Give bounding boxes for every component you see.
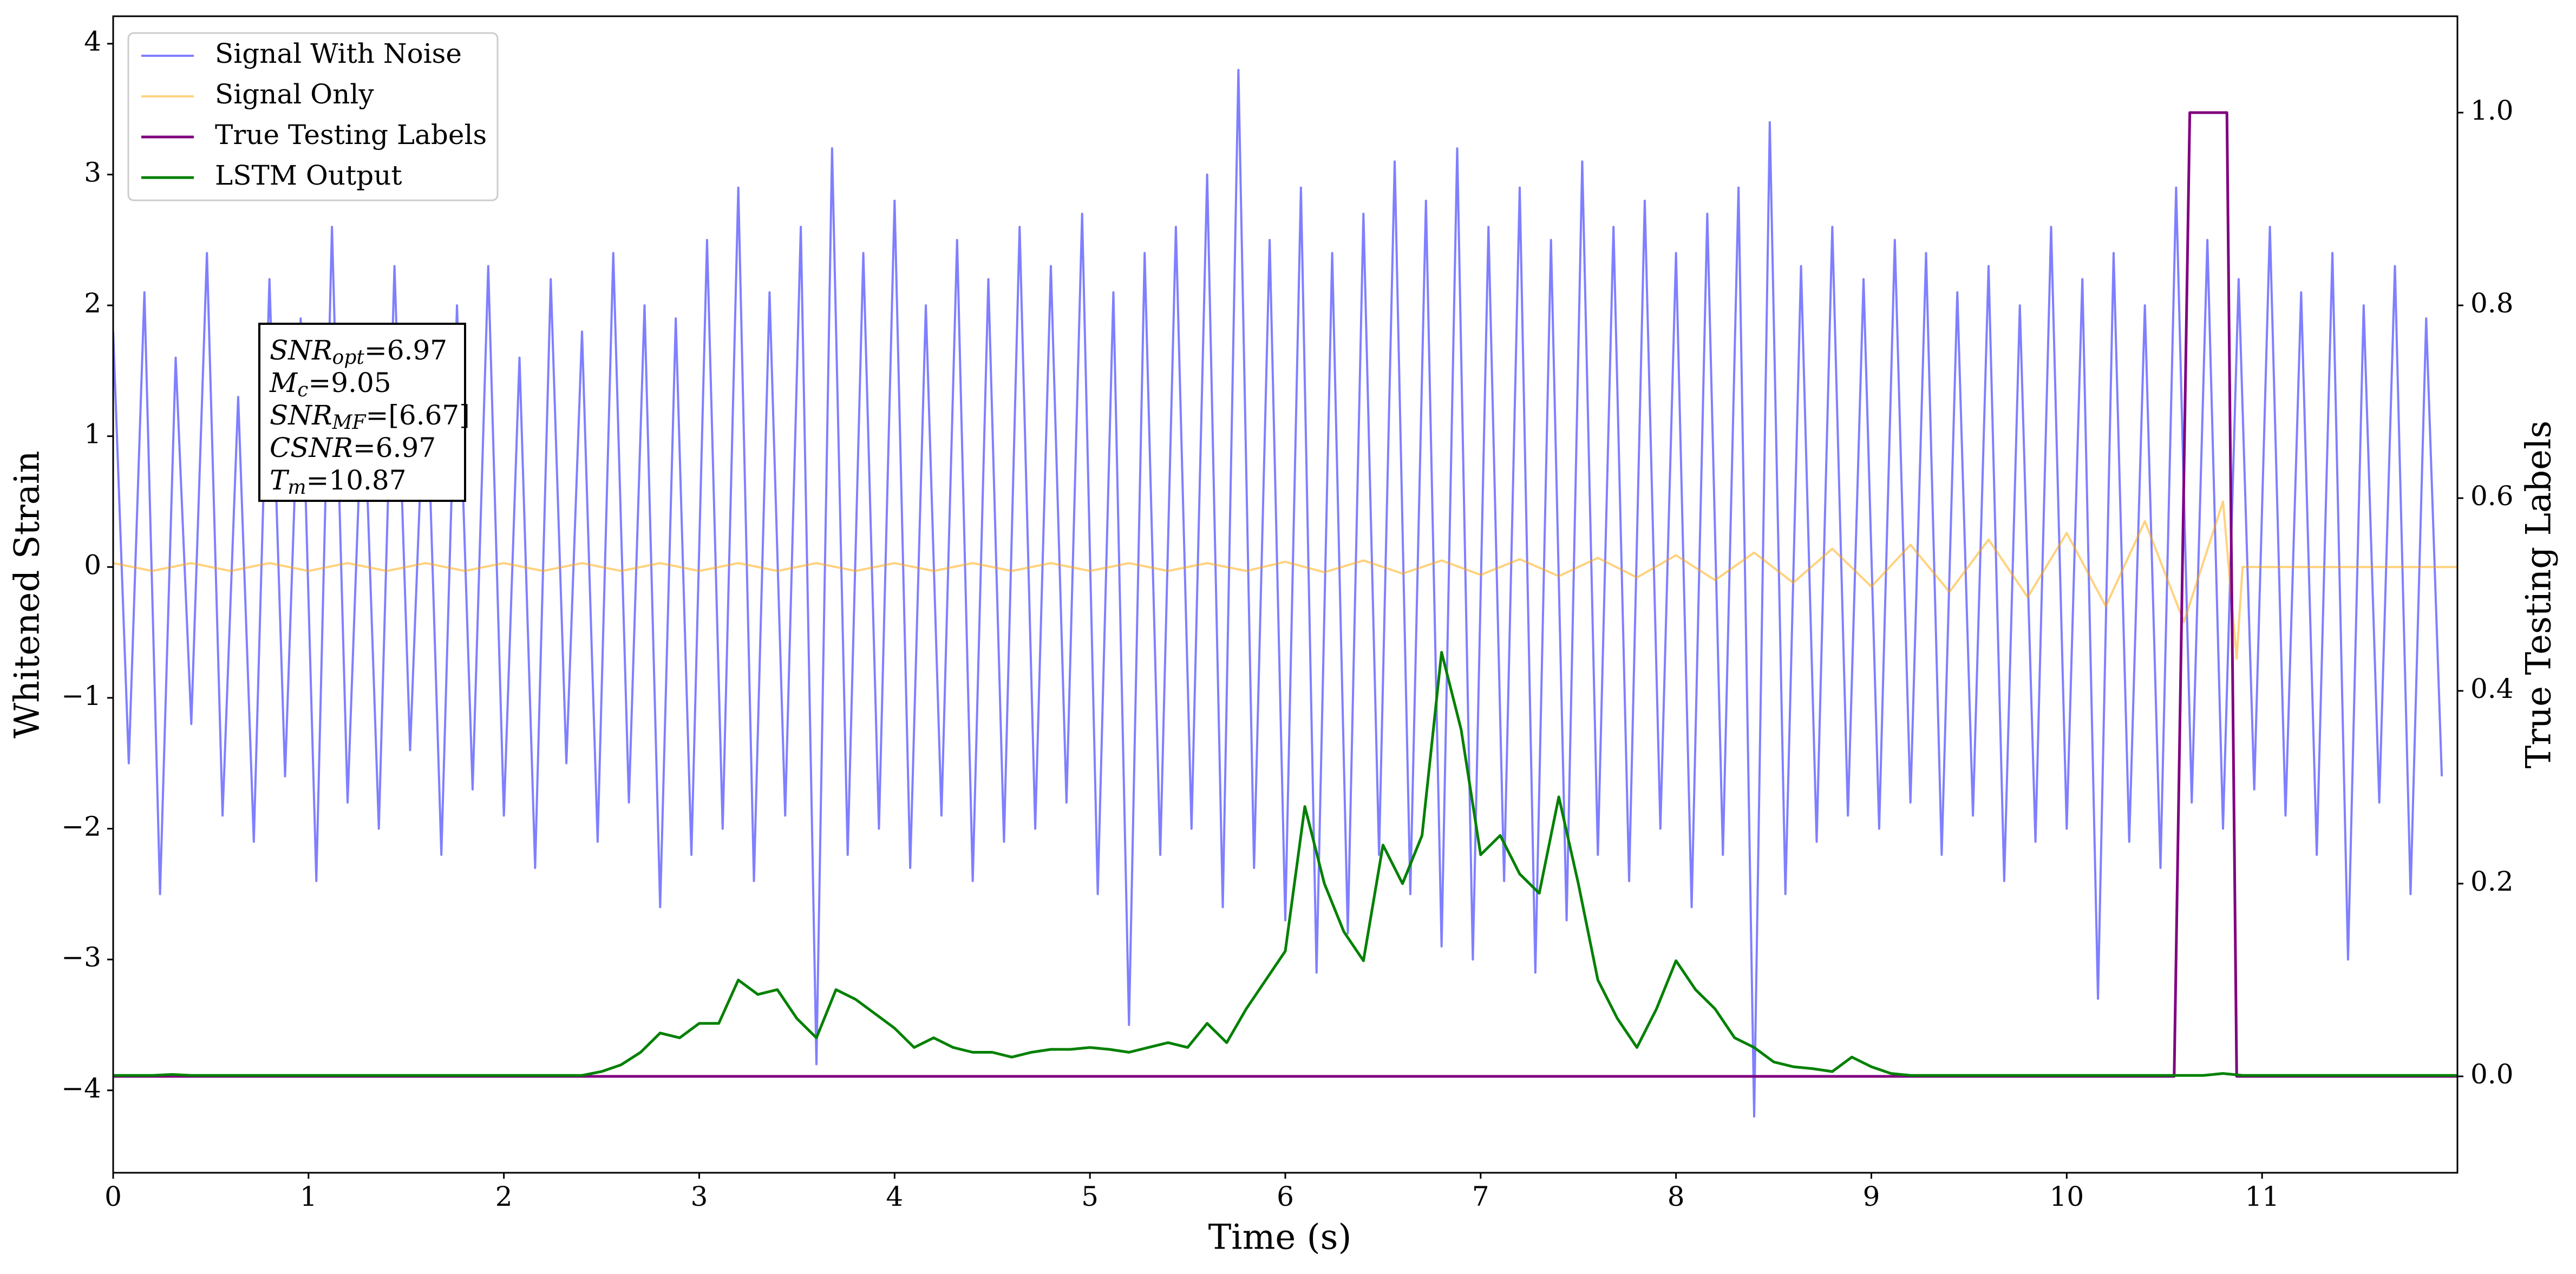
legend-label: True Testing Labels [215,119,487,151]
annotation-text: =10.87 [306,465,407,496]
annotation-subscript: c [297,379,308,401]
y-tick-label: 3 [84,156,101,188]
y2-axis-title: True Testing Labels [2519,421,2559,769]
x-axis-title: Time (s) [1208,1218,1352,1258]
y-tick-label: 0 [84,549,101,580]
annotation-text: =6.97 [353,432,436,463]
x-tick-label: 0 [104,1181,122,1212]
legend: Signal With Noise Signal Only True Testing… [127,32,499,201]
x-tick-label: 6 [1277,1181,1294,1212]
y-tick-label: −2 [61,811,101,842]
annotation-symbol: CSNR [270,432,353,463]
annotation: SNRopt=6.97Mc=9.05SNRMF=[6.67]CSNR=6.97T… [258,323,470,502]
x-tick-label: 3 [691,1181,708,1212]
y-axis-title: Whitened Strain [8,450,48,738]
annotation-line: SNRopt=6.97 [270,335,447,369]
y-tick-label: 4 [84,26,101,57]
annotation-text: =9.05 [308,367,391,398]
annotation-symbol: SNR [270,400,332,431]
legend-label: Signal Only [215,79,374,110]
y2-tick-label: 0.0 [2470,1059,2514,1090]
annotation-symbol: T [270,465,290,496]
y2-tick-label: 1.0 [2470,95,2514,126]
x-tick-label: 5 [1081,1181,1099,1212]
x-tick-label: 10 [2050,1181,2084,1212]
series-line [113,500,2457,660]
x-tick-label: 7 [1472,1181,1489,1212]
annotation-symbol: M [269,367,298,398]
annotation-subscript: opt [332,347,365,369]
x-tick-label: 1 [300,1181,317,1212]
x-tick-label: 8 [1668,1181,1685,1212]
x-tick-label: 11 [2245,1181,2279,1212]
x-tick-label: 2 [495,1181,513,1212]
y2-tick-label: 0.8 [2470,288,2514,319]
x-tick-label: 9 [1863,1181,1880,1212]
annotation-line: CSNR=6.97 [270,432,436,463]
annotation-symbol: SNR [270,335,332,366]
y2-tick-label: 0.2 [2470,866,2514,897]
y-tick-label: −4 [61,1073,101,1104]
annotation-line: Mc=9.05 [269,367,391,401]
legend-label: Signal With Noise [215,38,462,69]
y2-tick-label: 0.4 [2470,673,2514,704]
x-tick-label: 4 [886,1181,903,1212]
annotation-line: SNRMF=[6.67] [270,400,470,434]
y-tick-label: 2 [84,288,101,319]
y-tick-label: 1 [84,419,101,450]
annotation-subscript: m [287,476,306,499]
annotation-subscript: MF [332,411,367,434]
annotation-line: Tm=10.87 [270,465,407,499]
series-line [113,69,2443,1118]
series-line [113,651,2457,1077]
annotation-text: =[6.67] [366,400,470,431]
y-tick-label: −3 [61,942,101,973]
y2-tick-label: 0.6 [2470,480,2514,512]
annotation-box [258,323,466,502]
legend-box [127,32,499,201]
y-tick-label: −1 [61,680,101,711]
annotation-text: =6.97 [364,335,447,366]
legend-label: LSTM Output [215,160,402,191]
